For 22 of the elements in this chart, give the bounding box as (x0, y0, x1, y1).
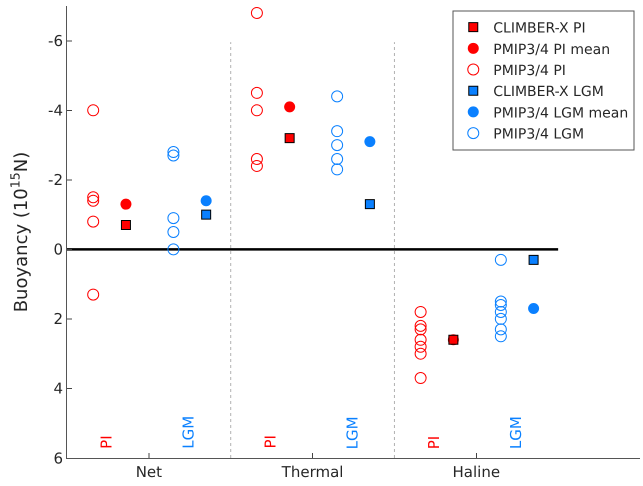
legend-label: PMIP3/4 LGM (493, 126, 584, 143)
annotation: PI (98, 435, 116, 449)
y-tick-label: 2 (53, 310, 63, 328)
x-tick-label: Net (136, 463, 162, 481)
annotation: LGM (507, 416, 526, 450)
x-tick-label: Thermal (280, 463, 344, 481)
legend-label: PMIP3/4 PI (493, 62, 566, 79)
legend-label: CLIMBER-X LGM (493, 84, 604, 100)
y-tick-label: -4 (48, 102, 63, 120)
y-tick-label: -6 (48, 32, 63, 50)
y-tick-label: 0 (53, 240, 63, 259)
y-tick-label: 6 (53, 449, 63, 468)
legend-label: CLIMBER-X PI (493, 20, 586, 37)
y-tick-label: 4 (53, 380, 63, 398)
annotation: LGM (180, 416, 198, 449)
y-tick-label: -2 (48, 171, 63, 190)
annotation: LGM (343, 416, 362, 450)
legend-label: PMIP3/4 LGM mean (493, 105, 628, 122)
annotation: PI (425, 436, 444, 450)
annotation: PI (261, 435, 280, 449)
x-tick-label: Haline (452, 463, 500, 481)
legend-label: PMIP3/4 PI mean (493, 42, 610, 58)
